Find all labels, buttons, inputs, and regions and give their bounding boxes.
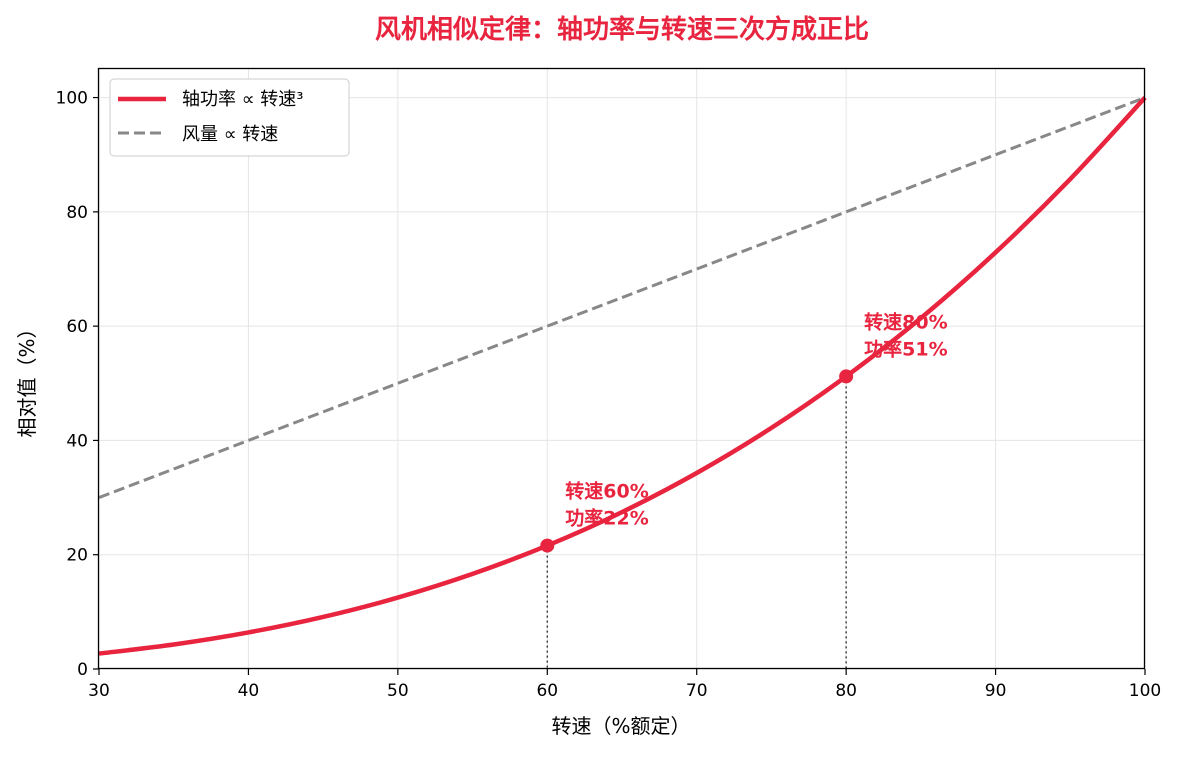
x-tick-label: 60 [536, 681, 558, 701]
legend-label-airflow: 风量 ∝ 转速 [182, 124, 278, 145]
x-tick-label: 30 [88, 681, 110, 701]
marker-point [839, 369, 854, 384]
x-tick-label: 70 [686, 681, 708, 701]
y-tick-label: 20 [66, 546, 88, 566]
chart-title: 风机相似定律：轴功率与转速三次方成正比 [375, 14, 869, 45]
marker-label-power: 功率22% [565, 507, 648, 530]
y-tick-label: 40 [66, 431, 88, 451]
legend-box [109, 78, 350, 157]
marker-label-speed: 转速60% [565, 480, 648, 503]
x-tick-label: 40 [238, 681, 260, 701]
legend: 轴功率 ∝ 转速³ 风量 ∝ 转速 [109, 78, 350, 157]
y-tick-label: 60 [66, 317, 88, 337]
x-axis-label: 转速（%额定） [551, 714, 690, 738]
y-axis-label: 相对值（%） [15, 318, 39, 437]
marker-label-speed: 转速80% [864, 310, 947, 333]
series-line-airflow [98, 96, 1146, 499]
y-tick-label: 80 [66, 203, 88, 223]
legend-label-power: 轴功率 ∝ 转速³ [182, 89, 304, 110]
plot-frame [97, 67, 1146, 670]
series-line-power [98, 96, 1147, 656]
x-tick-label: 50 [387, 681, 409, 701]
marker-label-power: 功率51% [864, 337, 947, 360]
marker-point [540, 538, 555, 553]
y-tick-label: 0 [77, 660, 88, 680]
series-lines [98, 96, 1147, 656]
x-tick-label: 80 [835, 681, 857, 701]
x-tick-label: 90 [985, 681, 1007, 701]
axis-ticks: 30 40 50 60 70 80 90 100 0 20 40 60 80 100 [56, 89, 1162, 701]
x-tick-label: 100 [1129, 681, 1161, 701]
highlight-markers: 转速60% 功率22% 转速80% 功率51% [540, 310, 948, 669]
y-tick-label: 100 [56, 89, 88, 109]
